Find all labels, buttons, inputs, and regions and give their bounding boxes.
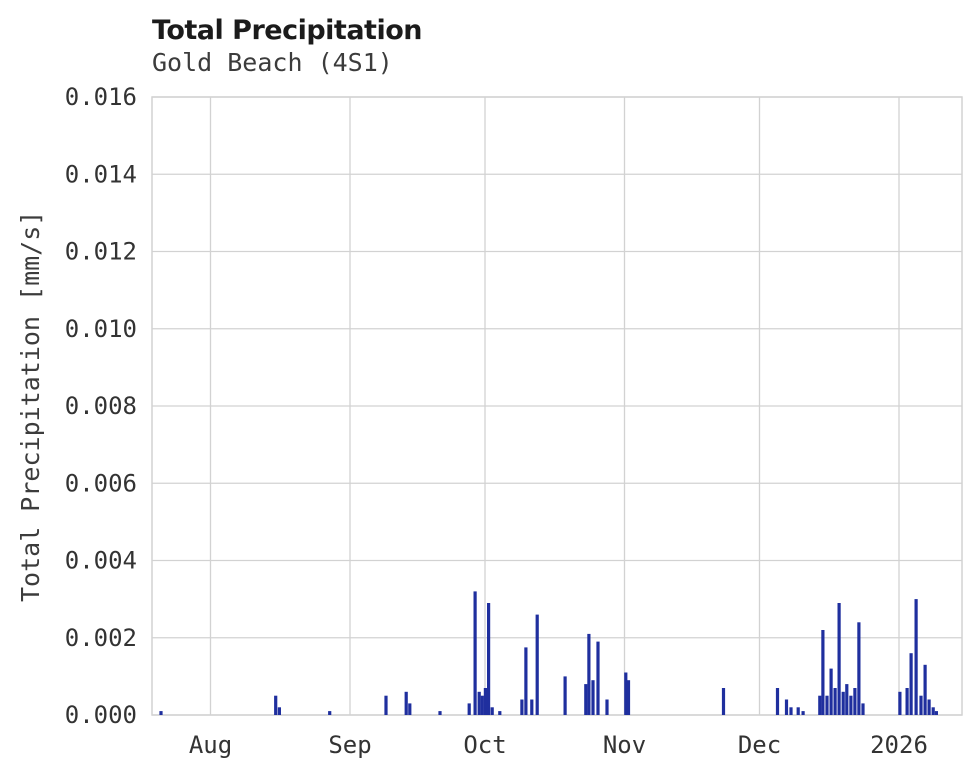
- precip-bar: [931, 707, 935, 715]
- precip-bar: [833, 688, 837, 715]
- precip-bar: [923, 664, 927, 715]
- precip-bar: [837, 603, 841, 715]
- y-tick-label: 0.014: [65, 160, 137, 188]
- precip-bar: [328, 711, 332, 715]
- precip-bar: [775, 688, 780, 715]
- chart-subtitle: Gold Beach (4S1): [152, 48, 393, 77]
- precip-bar: [626, 680, 631, 715]
- precip-bar: [898, 691, 902, 715]
- precip-bar: [927, 699, 931, 715]
- precip-bar: [821, 630, 825, 715]
- precip-bar: [909, 653, 913, 715]
- precip-bar: [591, 680, 595, 715]
- x-tick-label: Nov: [603, 731, 646, 759]
- precip-bar: [408, 703, 412, 715]
- precip-bar: [818, 695, 822, 715]
- y-tick-label: 0.002: [65, 624, 137, 652]
- precip-bar: [404, 691, 408, 715]
- precip-bar: [605, 699, 609, 715]
- y-tick-label: 0.010: [65, 315, 137, 343]
- precip-bar: [530, 699, 534, 715]
- precip-bar: [801, 711, 805, 715]
- precip-bar: [789, 707, 793, 715]
- x-tick-label: Oct: [463, 731, 506, 759]
- precip-bar: [934, 711, 938, 715]
- precip-bar: [480, 695, 484, 715]
- precip-bar: [914, 599, 918, 715]
- precip-bar: [274, 695, 278, 715]
- precip-bar: [438, 711, 442, 715]
- precip-bar: [721, 688, 726, 715]
- precip-bar: [849, 695, 853, 715]
- precip-bar: [853, 688, 857, 715]
- precip-bar: [524, 647, 528, 715]
- chart-header: Total Precipitation Gold Beach (4S1): [152, 14, 422, 79]
- precip-bar: [857, 622, 861, 715]
- precip-bar: [477, 691, 481, 715]
- x-tick-label: Aug: [189, 731, 232, 759]
- chart-title: Total Precipitation: [152, 15, 422, 46]
- y-tick-label: 0.000: [65, 701, 137, 729]
- x-tick-label: Dec: [738, 731, 781, 759]
- precip-bar: [796, 707, 800, 715]
- precip-bar: [587, 633, 591, 715]
- precip-bar: [825, 695, 829, 715]
- y-tick-label: 0.016: [65, 83, 137, 111]
- precip-bar: [584, 684, 588, 715]
- precip-bar: [861, 703, 865, 715]
- precip-bar: [384, 695, 388, 715]
- precip-bar: [596, 641, 600, 715]
- precip-bar: [919, 695, 923, 715]
- precip-bar: [535, 614, 539, 715]
- x-tick-label: Sep: [328, 731, 371, 759]
- precip-bar: [784, 699, 789, 715]
- precip-bar: [624, 672, 628, 715]
- precip-bar: [490, 707, 494, 715]
- precip-bar: [487, 603, 491, 715]
- precip-bar: [277, 707, 281, 715]
- y-tick-label: 0.012: [65, 238, 137, 266]
- precip-bar: [829, 668, 833, 715]
- precip-bar: [498, 711, 502, 715]
- precip-bar: [563, 676, 567, 715]
- precip-bar: [159, 711, 163, 715]
- precip-bar: [841, 691, 845, 715]
- precip-bar: [467, 703, 471, 715]
- y-tick-label: 0.008: [65, 392, 137, 420]
- y-tick-label: 0.006: [65, 469, 137, 497]
- y-tick-label: 0.004: [65, 547, 137, 575]
- precip-bar: [473, 591, 477, 715]
- precip-bar: [483, 688, 487, 715]
- precip-bar: [845, 684, 849, 715]
- precip-bar: [520, 699, 524, 715]
- plot-border: [151, 96, 963, 716]
- precip-bar: [905, 688, 909, 715]
- x-tick-label: 2026: [870, 731, 928, 759]
